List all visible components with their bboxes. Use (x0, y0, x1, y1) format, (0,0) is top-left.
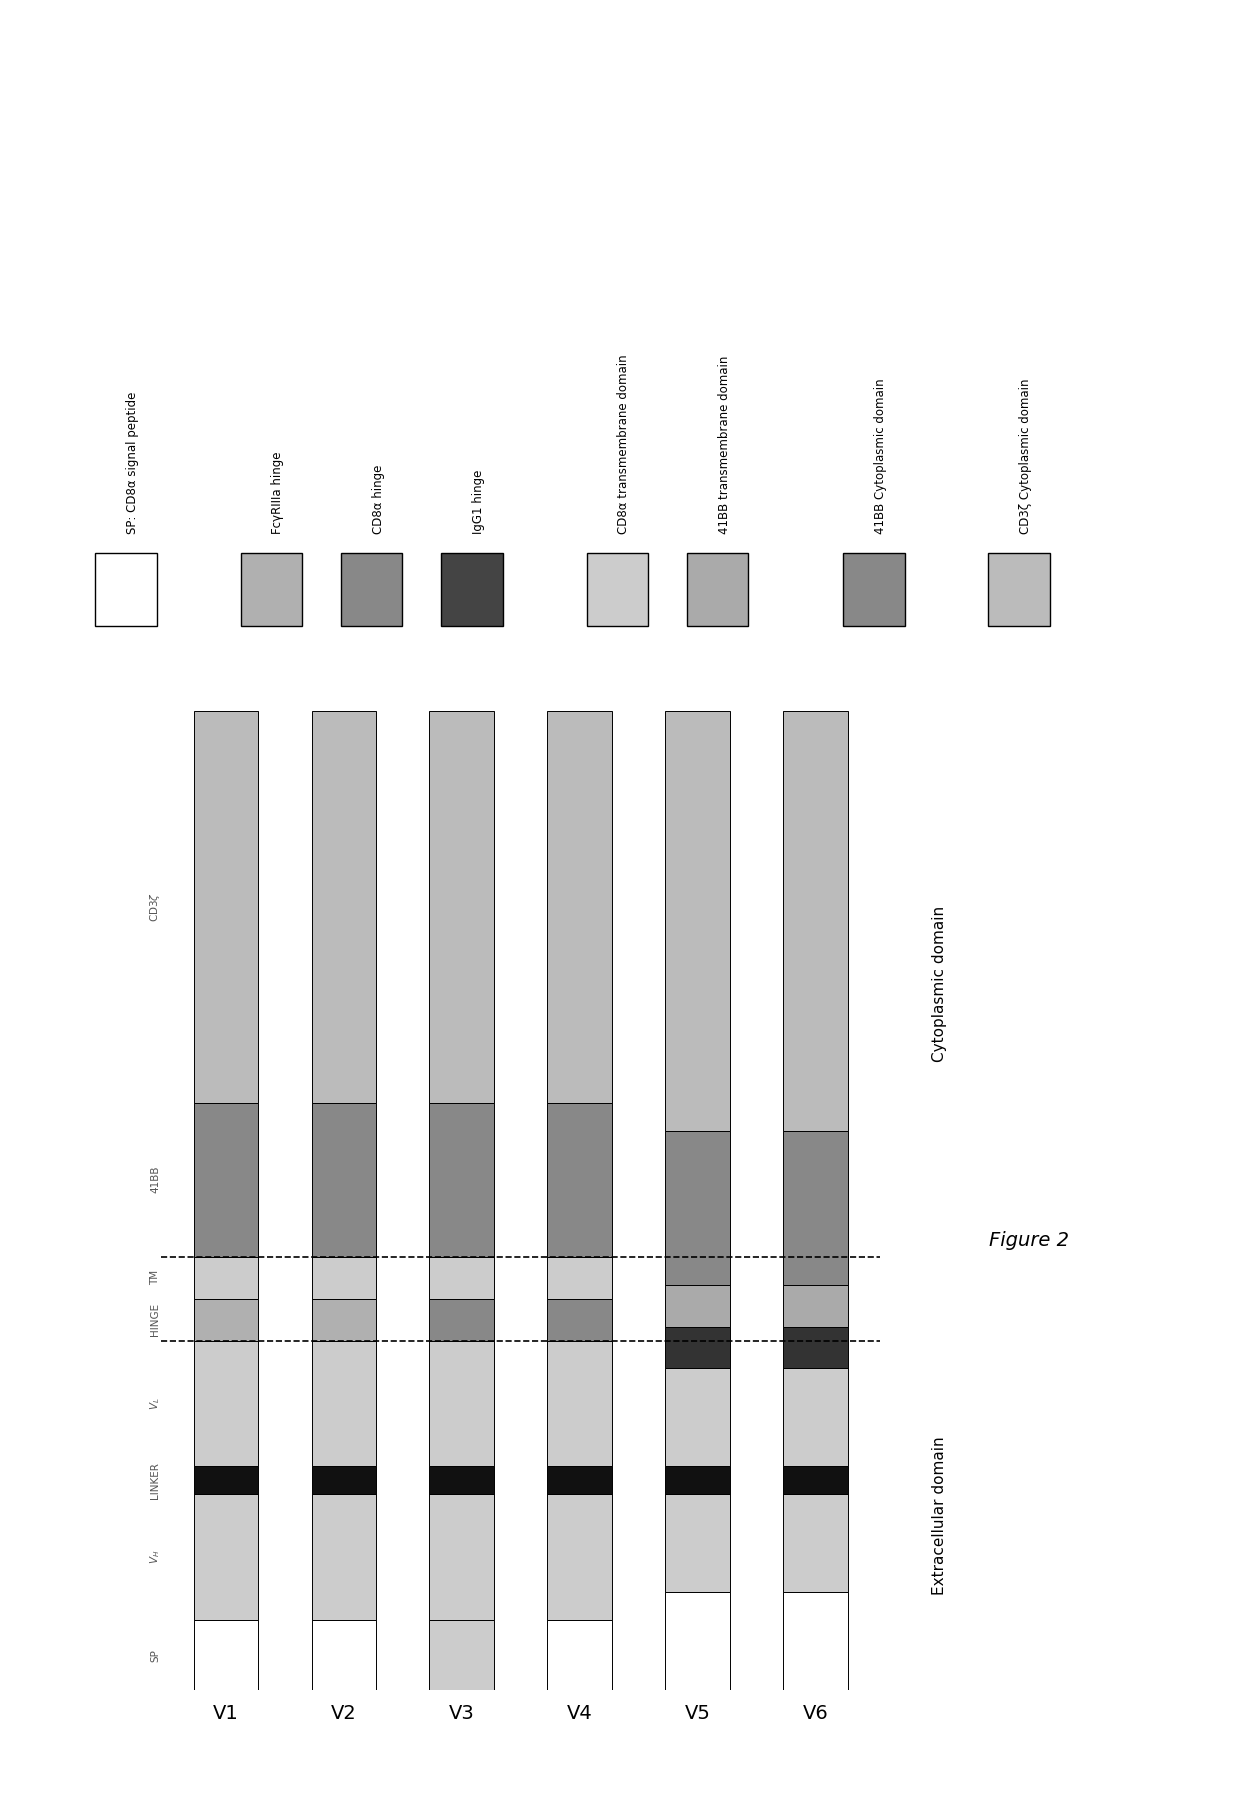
Text: TM: TM (150, 1269, 160, 1286)
Bar (547, 1494, 613, 1620)
Bar (547, 1298, 613, 1341)
Bar (988, 552, 1049, 626)
Bar (784, 1368, 848, 1467)
Bar (311, 1494, 377, 1620)
Bar (784, 1467, 848, 1494)
Text: CD8α transmembrane domain: CD8α transmembrane domain (618, 354, 630, 534)
Bar (429, 712, 495, 1102)
Text: Cytoplasmic domain: Cytoplasmic domain (931, 906, 947, 1063)
Bar (784, 1327, 848, 1368)
Bar (429, 1257, 495, 1298)
Text: 41BB transmembrane domain: 41BB transmembrane domain (718, 356, 730, 534)
Text: $V_L$: $V_L$ (149, 1397, 162, 1410)
Bar (311, 1298, 377, 1341)
Bar (547, 1102, 613, 1257)
Text: Figure 2: Figure 2 (990, 1232, 1069, 1250)
Bar (193, 1341, 258, 1467)
Bar (429, 1467, 495, 1494)
Bar (429, 1494, 495, 1620)
Text: CD3$\zeta$: CD3$\zeta$ (149, 892, 162, 922)
Bar (687, 552, 749, 626)
Bar (193, 1257, 258, 1298)
Bar (547, 1467, 613, 1494)
Text: $V_H$: $V_H$ (149, 1550, 162, 1564)
Bar (547, 1341, 613, 1467)
Bar (311, 1257, 377, 1298)
Bar (429, 1102, 495, 1257)
Text: IgG1 hinge: IgG1 hinge (472, 469, 485, 534)
Bar (784, 1494, 848, 1593)
Bar (193, 1298, 258, 1341)
Text: HINGE: HINGE (150, 1304, 160, 1336)
Bar (429, 1620, 495, 1690)
Bar (665, 1494, 730, 1593)
Text: CD3ζ Cytoplasmic domain: CD3ζ Cytoplasmic domain (1019, 379, 1032, 534)
Bar (784, 1284, 848, 1327)
Bar (429, 1341, 495, 1467)
Bar (665, 1327, 730, 1368)
Bar (311, 1467, 377, 1494)
Text: SP: SP (150, 1649, 160, 1661)
Bar (311, 1341, 377, 1467)
Bar (665, 1467, 730, 1494)
Bar (193, 1467, 258, 1494)
Bar (665, 1131, 730, 1284)
Text: CD8α hinge: CD8α hinge (372, 466, 384, 534)
Bar (587, 552, 649, 626)
Bar (665, 1368, 730, 1467)
Bar (193, 1620, 258, 1690)
Bar (311, 712, 377, 1102)
Text: Extracellular domain: Extracellular domain (931, 1437, 947, 1595)
Bar (311, 1102, 377, 1257)
Bar (429, 1298, 495, 1341)
Text: LINKER: LINKER (150, 1462, 160, 1500)
Bar (547, 1257, 613, 1298)
Text: 41BB: 41BB (150, 1165, 160, 1194)
Bar (341, 552, 402, 626)
Bar (193, 1494, 258, 1620)
Text: 41BB Cytoplasmic domain: 41BB Cytoplasmic domain (874, 379, 887, 534)
Bar (441, 552, 503, 626)
Text: SP: CD8α signal peptide: SP: CD8α signal peptide (126, 392, 139, 534)
Bar (193, 712, 258, 1102)
Bar (843, 552, 904, 626)
Bar (311, 1620, 377, 1690)
Bar (95, 552, 156, 626)
Text: FcγRIIIa hinge: FcγRIIIa hinge (272, 451, 284, 534)
Bar (784, 712, 848, 1131)
Bar (547, 712, 613, 1102)
Bar (784, 1131, 848, 1284)
Bar (665, 1284, 730, 1327)
Bar (547, 1620, 613, 1690)
Bar (665, 712, 730, 1131)
Bar (665, 1593, 730, 1690)
Bar (784, 1593, 848, 1690)
Bar (241, 552, 303, 626)
Bar (193, 1102, 258, 1257)
